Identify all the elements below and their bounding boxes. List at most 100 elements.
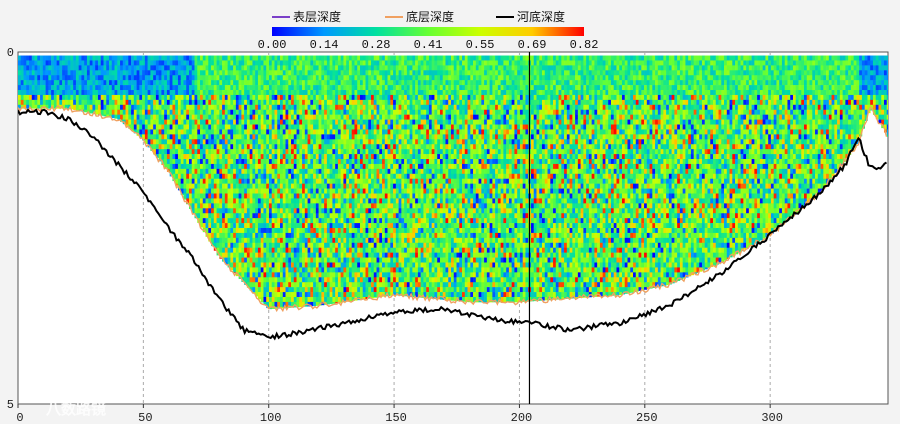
- heatmap-cell: [67, 90, 71, 96]
- heatmap-cell: [382, 129, 386, 135]
- heatmap-cell: [277, 252, 281, 258]
- heatmap-cell: [45, 55, 49, 61]
- heatmap-cell: [315, 267, 319, 273]
- heatmap-cell: [175, 99, 179, 106]
- heatmap-cell: [395, 65, 399, 71]
- heatmap-cell: [398, 247, 402, 253]
- heatmap-cell: [188, 178, 193, 184]
- heatmap-cell: [417, 114, 421, 120]
- heatmap-cell: [362, 163, 366, 170]
- heatmap-cell: [337, 232, 341, 239]
- heatmap-cell: [313, 301, 317, 307]
- heatmap-cell: [144, 119, 148, 125]
- heatmap-cell: [111, 75, 115, 81]
- heatmap-cell: [42, 94, 46, 101]
- heatmap-cell: [373, 228, 377, 234]
- heatmap-cell: [186, 85, 190, 91]
- heatmap-cell: [241, 134, 245, 140]
- heatmap-cell: [73, 80, 77, 86]
- heatmap-cell: [310, 247, 314, 253]
- heatmap-cell: [131, 104, 135, 111]
- heatmap-cell: [233, 99, 237, 106]
- heatmap-cell: [194, 104, 198, 111]
- heatmap-cell: [97, 80, 102, 86]
- heatmap-cell: [304, 104, 308, 111]
- heatmap-cell: [73, 94, 77, 101]
- heatmap-cell: [227, 198, 231, 204]
- heatmap-cell: [29, 85, 33, 91]
- heatmap-cell: [227, 60, 231, 66]
- heatmap-cell: [128, 94, 132, 101]
- heatmap-cell: [233, 90, 237, 96]
- heatmap-cell: [277, 198, 281, 204]
- heatmap-cell: [111, 55, 115, 61]
- heatmap-cell: [282, 80, 286, 86]
- heatmap-cell: [186, 114, 190, 120]
- heatmap-cell: [304, 119, 308, 125]
- heatmap-cell: [285, 99, 289, 106]
- heatmap-cell: [222, 232, 226, 239]
- heatmap-cell: [133, 114, 137, 120]
- heatmap-cell: [266, 242, 270, 249]
- heatmap-cell: [274, 149, 278, 155]
- heatmap-cell: [164, 163, 168, 169]
- heatmap-cell: [346, 282, 350, 288]
- heatmap-cell: [288, 159, 292, 165]
- heatmap-cell: [139, 85, 143, 91]
- heatmap-cell: [197, 203, 201, 209]
- heatmap-cell: [412, 262, 416, 268]
- heatmap-cell: [233, 94, 237, 101]
- heatmap-cell: [188, 104, 193, 111]
- heatmap-cell: [404, 99, 408, 106]
- heatmap-cell: [329, 267, 333, 273]
- heatmap-cell: [335, 228, 339, 234]
- heatmap-cell: [296, 287, 300, 293]
- heatmap-cell: [53, 104, 57, 109]
- heatmap-cell: [230, 129, 234, 135]
- heatmap-cell: [313, 208, 317, 214]
- heatmap-cell: [200, 114, 204, 120]
- heatmap-cell: [233, 134, 237, 140]
- heatmap-cell: [252, 198, 256, 204]
- heatmap-cell: [233, 257, 237, 263]
- heatmap-cell: [291, 292, 295, 298]
- heatmap-cell: [409, 287, 413, 293]
- heatmap-cell: [384, 267, 388, 273]
- heatmap-cell: [136, 99, 140, 106]
- heatmap-cell: [202, 70, 206, 76]
- heatmap-cell: [53, 65, 57, 71]
- heatmap-cell: [183, 144, 187, 150]
- heatmap-cell: [257, 114, 261, 120]
- heatmap-cell: [340, 178, 344, 184]
- heatmap-cell: [291, 287, 295, 293]
- heatmap-cell: [401, 188, 405, 194]
- heatmap-cell: [365, 232, 369, 239]
- heatmap-cell: [332, 257, 336, 263]
- heatmap-cell: [384, 149, 388, 155]
- heatmap-cell: [241, 70, 245, 76]
- heatmap-cell: [351, 277, 355, 283]
- heatmap-cell: [420, 94, 424, 101]
- heatmap-cell: [244, 213, 248, 219]
- heatmap-cell: [241, 198, 245, 204]
- heatmap-cell: [224, 109, 228, 115]
- heatmap-cell: [329, 198, 333, 204]
- heatmap-cell: [417, 139, 421, 145]
- heatmap-cell: [142, 134, 146, 140]
- heatmap-cell: [266, 163, 270, 170]
- heatmap-cell: [230, 60, 234, 66]
- heatmap-cell: [238, 99, 242, 106]
- heatmap-cell: [249, 104, 253, 111]
- heatmap-cell: [387, 188, 391, 194]
- heatmap-cell: [368, 208, 372, 214]
- heatmap-cell: [348, 60, 353, 66]
- heatmap-cell: [268, 183, 273, 189]
- heatmap-cell: [393, 188, 397, 194]
- heatmap-cell: [404, 232, 408, 239]
- heatmap-cell: [194, 65, 198, 71]
- heatmap-cell: [155, 60, 159, 66]
- heatmap-cell: [188, 124, 193, 130]
- heatmap-cell: [379, 213, 383, 219]
- heatmap-cell: [415, 168, 419, 175]
- heatmap-cell: [20, 99, 24, 106]
